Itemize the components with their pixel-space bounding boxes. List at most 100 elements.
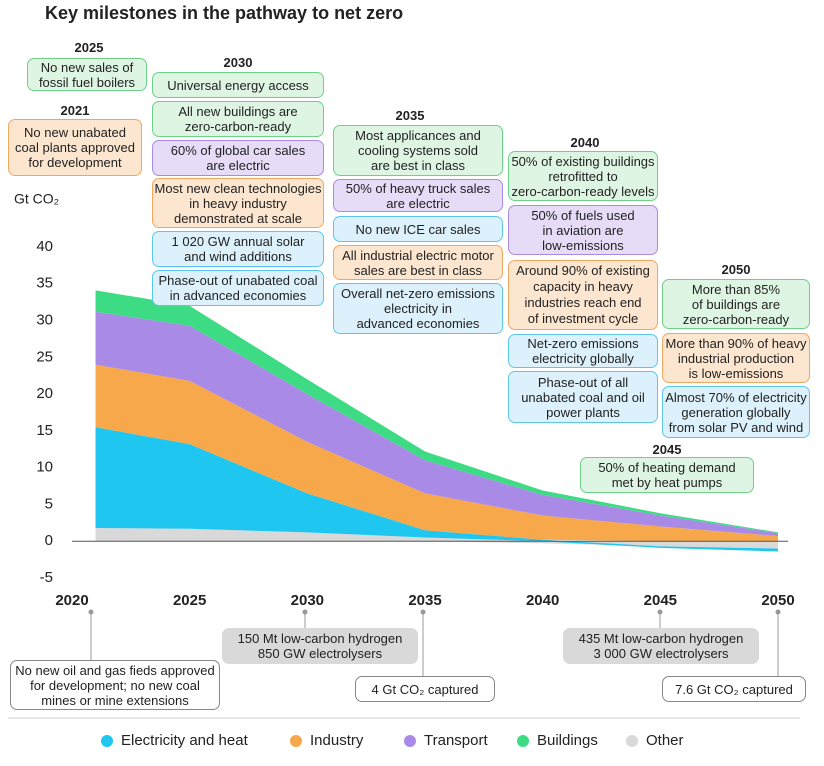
milestone-text: 50% of heating demand bbox=[598, 460, 736, 475]
milestone-text: are electric bbox=[206, 158, 270, 173]
milestone-text: mines or mine extensions bbox=[41, 692, 189, 708]
milestone-text: fossil fuel boilers bbox=[38, 74, 136, 90]
milestone-box: 50% of existing buildings retrofitted to z… bbox=[508, 151, 658, 201]
milestone-text: No new ICE car sales bbox=[355, 221, 481, 237]
milestone-text: for development bbox=[28, 155, 122, 170]
milestone-text: 850 GW electrolysers bbox=[257, 646, 383, 661]
y-axis-label: Gt CO₂ bbox=[14, 191, 59, 207]
milestone-text: No new oil and gas fieds approved bbox=[15, 662, 215, 678]
milestone-box: 435 Mt low-carbon hydrogen 3 000 GW elect… bbox=[563, 628, 759, 664]
x-tick-label: 2035 bbox=[408, 592, 441, 609]
milestone-box: 150 Mt low-carbon hydrogen 850 GW electro… bbox=[222, 628, 418, 664]
milestone-text: Almost 70% of electricity bbox=[665, 389, 807, 405]
legend-label: Other bbox=[646, 732, 684, 749]
milestone-year: 2050 bbox=[721, 262, 751, 277]
milestone-text: All industrial electric motor bbox=[342, 247, 494, 263]
milestone-text: industries reach end bbox=[524, 295, 642, 310]
milestone-text: power plants bbox=[546, 404, 620, 420]
milestone-box: More than 85% of buildings are zero-carbon… bbox=[662, 279, 810, 329]
milestone-box: 50% of fuels used in aviation are low-emis… bbox=[508, 205, 658, 255]
area bbox=[95, 364, 779, 542]
legend-swatch bbox=[101, 735, 113, 747]
milestone-box: No new sales of fossil fuel boilers bbox=[27, 58, 147, 91]
milestone-box: Around 90% of existing capacity in heavy i… bbox=[508, 260, 658, 330]
y-tick-label: 30 bbox=[36, 312, 53, 329]
milestone-text: 50% of fuels used bbox=[531, 207, 635, 223]
milestone-text: zero-carbon-ready bbox=[682, 311, 790, 327]
milestone-box: Phase-out of all unabated coal and oil pow… bbox=[508, 371, 658, 423]
x-tick-label: 2040 bbox=[526, 592, 559, 609]
connector-dot bbox=[420, 609, 426, 615]
milestone-text: 435 Mt low-carbon hydrogen bbox=[578, 631, 744, 646]
milestone-box: 50% of heavy truck sales are electric bbox=[333, 179, 503, 212]
milestone-text: retrofitted to bbox=[548, 168, 618, 184]
y-tick-label: 0 bbox=[45, 532, 53, 549]
milestone-box: No new unabated coal plants approved for d… bbox=[8, 119, 142, 176]
milestone-text: low-emissions bbox=[542, 237, 624, 253]
milestone-text: electricity in bbox=[384, 301, 452, 316]
milestone-text: Phase-out of all bbox=[537, 374, 629, 390]
milestone-year: 2040 bbox=[570, 135, 600, 150]
legend-label: Buildings bbox=[537, 732, 598, 749]
milestone-text: zero-carbon-ready levels bbox=[511, 183, 655, 199]
y-tick-label: -5 bbox=[40, 569, 53, 586]
milestone-text: More than 85% bbox=[691, 281, 781, 297]
milestone-text: Most applicances and bbox=[355, 128, 481, 143]
milestone-box: Phase-out of unabated coal in advanced ec… bbox=[152, 270, 324, 306]
milestone-box: All new buildings are zero-carbon-ready bbox=[152, 101, 324, 137]
milestone-text: 1 020 GW annual solar bbox=[171, 234, 305, 249]
milestone-text: of investment cycle bbox=[527, 311, 639, 326]
y-tick-label: 40 bbox=[36, 238, 53, 255]
milestone-text: in aviation are bbox=[542, 222, 624, 238]
milestone-text: 3 000 GW electrolysers bbox=[593, 646, 729, 661]
connector-dot bbox=[657, 609, 663, 615]
milestone-text: Around 90% of existing bbox=[516, 263, 650, 278]
milestone-text: 60% of global car sales bbox=[170, 143, 306, 158]
milestone-box: No new ICE car sales bbox=[333, 216, 503, 242]
milestone-box: All industrial electric motor sales are b… bbox=[333, 245, 503, 280]
area bbox=[95, 427, 779, 552]
milestone-text: advanced economies bbox=[356, 316, 480, 331]
chart-title: Key milestones in the pathway to net zer… bbox=[45, 3, 403, 23]
milestone-box: Most applicances and cooling systems sold… bbox=[333, 125, 503, 176]
milestone-year: 2045 bbox=[652, 442, 682, 457]
milestone-text: are electric bbox=[386, 195, 450, 211]
milestone-text: and wind additions bbox=[184, 249, 292, 264]
milestone-text: 7.6 Gt CO₂ captured bbox=[675, 681, 793, 697]
legend-label: Industry bbox=[310, 732, 364, 749]
milestone-box: 1 020 GW annual solar and wind additions bbox=[152, 231, 324, 267]
legend-label: Transport bbox=[424, 732, 488, 749]
milestone-text: met by heat pumps bbox=[611, 475, 723, 490]
x-tick-label: 2020 bbox=[55, 592, 88, 609]
area bbox=[95, 311, 779, 537]
milestone-text: More than 90% of heavy bbox=[665, 335, 807, 351]
connector-dot bbox=[302, 609, 308, 615]
milestone-text: generation globally bbox=[681, 404, 791, 420]
x-tick-label: 2030 bbox=[291, 592, 324, 609]
milestone-box: 7.6 Gt CO₂ captured bbox=[662, 676, 806, 702]
milestone-text: No new unabated bbox=[24, 125, 126, 140]
milestone-text: Phase-out of unabated coal bbox=[158, 273, 318, 288]
milestone-text: industrial production bbox=[677, 350, 795, 366]
milestone-text: in heavy industry bbox=[189, 195, 287, 211]
milestone-text: 50% of existing buildings bbox=[511, 153, 655, 169]
milestone-box: 60% of global car sales are electric bbox=[152, 140, 324, 176]
milestone-box: More than 90% of heavy industrial product… bbox=[662, 333, 810, 383]
legend-swatch bbox=[517, 735, 529, 747]
milestone-year: 2030 bbox=[223, 55, 253, 70]
milestone-box: No new oil and gas fieds approved for dev… bbox=[10, 660, 220, 710]
milestone-text: cooling systems sold bbox=[358, 143, 478, 158]
milestone-text: Most new clean technologies bbox=[154, 180, 322, 196]
legend-label: Electricity and heat bbox=[121, 732, 249, 749]
milestone-text: capacity in heavy bbox=[533, 279, 633, 294]
milestone-text: are best in class bbox=[371, 158, 465, 173]
x-tick-label: 2025 bbox=[173, 592, 206, 609]
milestone-text: Overall net-zero emissions bbox=[341, 286, 495, 301]
milestone-year: 2021 bbox=[60, 103, 90, 118]
milestone-text: from solar PV and wind bbox=[668, 419, 804, 435]
milestone-box: Almost 70% of electricity generation glob… bbox=[662, 386, 810, 438]
milestone-text: demonstrated at scale bbox=[174, 210, 302, 226]
legend-swatch bbox=[626, 735, 638, 747]
